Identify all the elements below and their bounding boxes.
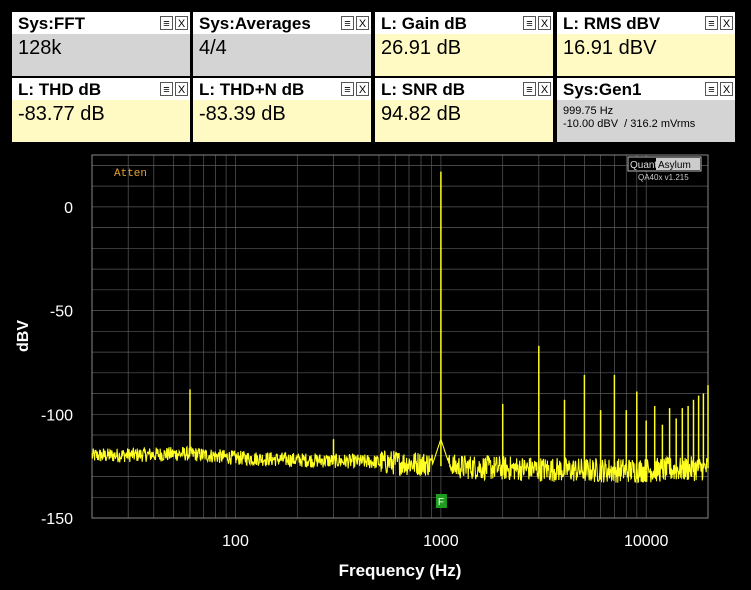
menu-icon[interactable]: ≡ <box>705 16 718 30</box>
close-icon[interactable]: X <box>720 82 733 96</box>
noise-floor-trace <box>91 437 709 484</box>
tile-value: 4/4 <box>193 34 371 76</box>
marker-label: F <box>438 497 444 508</box>
tile-value: -83.39 dB <box>193 100 371 142</box>
tile-value: 26.91 dB <box>375 34 553 76</box>
close-icon[interactable]: X <box>356 82 369 96</box>
atten-label: Atten <box>114 168 147 180</box>
grid-lines <box>91 155 709 519</box>
plot-frame <box>91 154 709 519</box>
menu-icon[interactable]: ≡ <box>705 82 718 96</box>
tile-l-snr-db[interactable]: L: SNR dB ≡ X 94.82 dB <box>375 78 553 142</box>
tile-title: Sys:Gen1 <box>557 78 735 100</box>
y-tick-label: -100 <box>41 407 73 424</box>
tile-controls: ≡ X <box>705 16 733 30</box>
menu-icon[interactable]: ≡ <box>160 16 173 30</box>
tile-controls: ≡ X <box>341 16 369 30</box>
x-tick-label: 1000 <box>423 533 459 550</box>
quantasylum-logo: Quant Asylum QA40x v1.215 <box>627 156 702 182</box>
marker-box <box>435 494 447 508</box>
tile-controls: ≡ X <box>160 16 188 30</box>
tile-title: L: Gain dB <box>375 12 553 34</box>
frequency-marker[interactable]: F <box>435 494 447 508</box>
menu-icon[interactable]: ≡ <box>523 82 536 96</box>
y-tick-labels: 0 -50 -100 -150 <box>41 200 73 528</box>
tile-title: Sys:FFT <box>12 12 190 34</box>
tile-title: L: THD+N dB <box>193 78 371 100</box>
tile-controls: ≡ X <box>523 82 551 96</box>
close-icon[interactable]: X <box>538 82 551 96</box>
spectrum-trace <box>91 171 709 484</box>
tile-controls: ≡ X <box>341 82 369 96</box>
tile-sys-gen1[interactable]: Sys:Gen1 ≡ X 999.75 Hz -10.00 dBV / 316.2 mV… <box>557 78 735 142</box>
menu-icon[interactable]: ≡ <box>341 16 354 30</box>
version-label: QA40x v1.215 <box>638 173 689 182</box>
x-tick-labels: 100 1000 10000 <box>222 533 668 550</box>
y-tick-label: -150 <box>41 511 73 528</box>
close-icon[interactable]: X <box>720 16 733 30</box>
tile-value: 94.82 dB <box>375 100 553 142</box>
tile-sys-fft[interactable]: Sys:FFT ≡ X 128k <box>12 12 190 76</box>
tile-title: L: SNR dB <box>375 78 553 100</box>
close-icon[interactable]: X <box>356 16 369 30</box>
x-tick-label: 100 <box>222 533 249 550</box>
y-axis-label: dBV <box>15 320 32 352</box>
brand-right: Asylum <box>658 160 691 171</box>
tile-controls: ≡ X <box>160 82 188 96</box>
tile-l-gain-db[interactable]: L: Gain dB ≡ X 26.91 dB <box>375 12 553 76</box>
brand-left: Quant <box>630 160 657 171</box>
plot-area[interactable] <box>92 155 708 518</box>
menu-icon[interactable]: ≡ <box>523 16 536 30</box>
tile-value: 999.75 Hz -10.00 dBV / 316.2 mVrms <box>557 100 735 142</box>
tile-title: Sys:Averages <box>193 12 371 34</box>
close-icon[interactable]: X <box>175 82 188 96</box>
tile-value: -83.77 dB <box>12 100 190 142</box>
tile-title: L: RMS dBV <box>557 12 735 34</box>
x-tick-label: 10000 <box>624 533 669 550</box>
gen-frequency: 999.75 Hz <box>563 105 614 117</box>
tile-sys-averages[interactable]: Sys:Averages ≡ X 4/4 <box>193 12 371 76</box>
tile-value: 16.91 dBV <box>557 34 735 76</box>
tile-controls: ≡ X <box>523 16 551 30</box>
close-icon[interactable]: X <box>175 16 188 30</box>
close-icon[interactable]: X <box>538 16 551 30</box>
y-tick-label: -50 <box>50 304 73 321</box>
y-tick-label: 0 <box>64 200 73 217</box>
tile-value: 128k <box>12 34 190 76</box>
menu-icon[interactable]: ≡ <box>160 82 173 96</box>
x-axis-label: Frequency (Hz) <box>339 561 462 580</box>
tile-title: L: THD dB <box>12 78 190 100</box>
tile-l-thd-db[interactable]: L: THD dB ≡ X -83.77 dB <box>12 78 190 142</box>
tile-l-rms-dbv[interactable]: L: RMS dBV ≡ X 16.91 dBV <box>557 12 735 76</box>
gen-level: -10.00 dBV / 316.2 mVrms <box>563 118 696 130</box>
tile-controls: ≡ X <box>705 82 733 96</box>
menu-icon[interactable]: ≡ <box>341 82 354 96</box>
tile-l-thd-n-db[interactable]: L: THD+N dB ≡ X -83.39 dB <box>193 78 371 142</box>
